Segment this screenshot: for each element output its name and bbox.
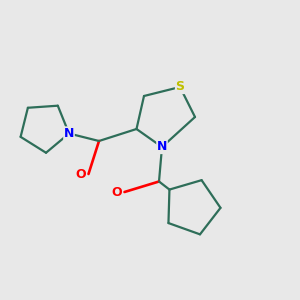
Text: S: S — [176, 80, 184, 94]
Text: N: N — [157, 140, 167, 154]
Text: O: O — [112, 185, 122, 199]
Text: O: O — [76, 167, 86, 181]
Text: N: N — [64, 127, 74, 140]
